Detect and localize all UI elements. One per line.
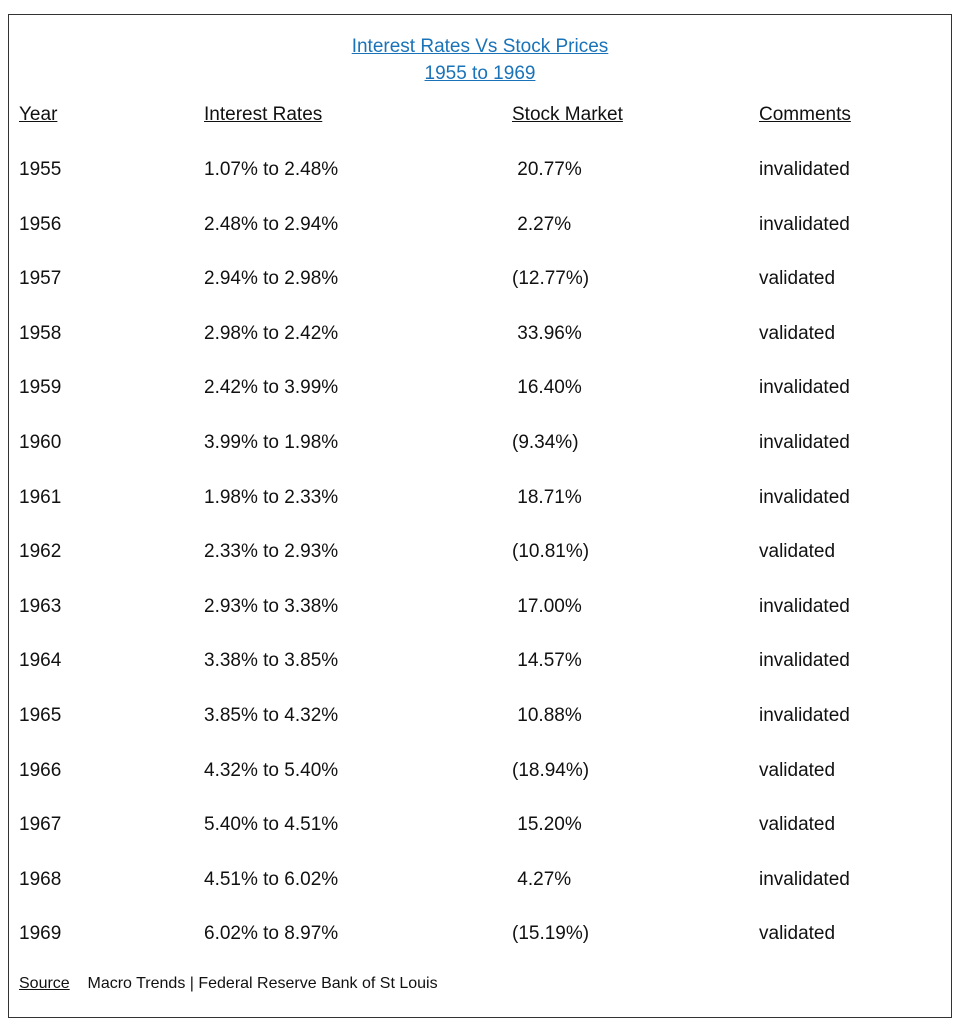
- stock-market-cell: (12.77%): [512, 268, 590, 290]
- interest-rate-cell: 4.32% to 5.40%: [204, 759, 339, 781]
- stock-market-cell: (9.34%): [512, 432, 579, 453]
- comment-cell: invalidated: [759, 595, 850, 617]
- stock-market-cell: 16.40%: [512, 377, 582, 399]
- stock-market-cell: 20.77%: [512, 159, 582, 180]
- comment-cell: validated: [759, 268, 836, 290]
- interest-rate-cell: 3.85% to 4.32%: [204, 705, 339, 726]
- header-stock-market: Stock Market: [512, 104, 623, 125]
- table-row: 1955 1.07% to 2.48% 20.77% invalidated: [9, 158, 951, 182]
- interest-rate-cell: 2.94% to 2.98%: [204, 268, 339, 290]
- table-row: 1957 2.94% to 2.98% (12.77%) validated: [9, 267, 951, 291]
- title-line-2: 1955 to 1969: [424, 63, 536, 84]
- header-interest-rates: Interest Rates: [204, 104, 323, 125]
- header-year: Year: [19, 104, 58, 125]
- comment-cell: validated: [759, 759, 836, 781]
- table-row: 1962 2.33% to 2.93% (10.81%) validated: [9, 540, 951, 564]
- comment-cell: invalidated: [759, 705, 850, 726]
- year-cell: 1969: [19, 923, 62, 945]
- stock-market-cell: 4.27%: [512, 868, 572, 890]
- source-label: Source: [19, 975, 70, 992]
- stock-market-cell: 15.20%: [512, 814, 582, 836]
- comment-cell: invalidated: [759, 650, 850, 672]
- comment-cell: invalidated: [759, 486, 850, 508]
- year-cell: 1960: [19, 432, 62, 453]
- table-row: 1969 6.02% to 8.97% (15.19%) validated: [9, 922, 951, 946]
- table-row: 1968 4.51% to 6.02% 4.27% invalidated: [9, 868, 951, 892]
- stock-market-cell: 10.88%: [512, 705, 582, 726]
- stock-market-cell: (10.81%): [512, 541, 590, 563]
- stock-market-cell: 14.57%: [512, 650, 582, 672]
- year-cell: 1965: [19, 705, 62, 726]
- comment-cell: validated: [759, 923, 836, 945]
- interest-rate-cell: 2.33% to 2.93%: [204, 541, 339, 563]
- interest-rate-cell: 2.93% to 3.38%: [204, 595, 339, 617]
- stock-market-cell: (18.94%): [512, 759, 590, 781]
- year-cell: 1963: [19, 595, 62, 617]
- table-row: 1965 3.85% to 4.32% 10.88% invalidated: [9, 704, 951, 728]
- source-text: Macro Trends | Federal Reserve Bank of S…: [87, 975, 438, 992]
- year-cell: 1957: [19, 268, 62, 290]
- comment-cell: invalidated: [759, 868, 850, 890]
- comment-cell: invalidated: [759, 377, 850, 399]
- stock-market-cell: (15.19%): [512, 923, 590, 945]
- year-cell: 1968: [19, 868, 62, 890]
- year-cell: 1961: [19, 486, 62, 508]
- table-row: 1967 5.40% to 4.51% 15.20% validated: [9, 813, 951, 837]
- interest-rate-cell: 6.02% to 8.97%: [204, 923, 339, 945]
- stock-market-cell: 18.71%: [512, 486, 582, 508]
- year-cell: 1962: [19, 541, 62, 563]
- stock-market-cell: 17.00%: [512, 595, 582, 617]
- comment-cell: validated: [759, 814, 836, 836]
- stock-market-cell: 2.27%: [512, 213, 572, 235]
- stock-market-cell: 33.96%: [512, 322, 582, 344]
- interest-rate-cell: 2.98% to 2.42%: [204, 322, 339, 344]
- interest-rate-cell: 2.48% to 2.94%: [204, 213, 339, 235]
- table-row: 1956 2.48% to 2.94% 2.27% invalidated: [9, 213, 951, 237]
- year-cell: 1967: [19, 814, 62, 836]
- table-row: 1963 2.93% to 3.38% 17.00% invalidated: [9, 595, 951, 619]
- interest-rate-cell: 3.99% to 1.98%: [204, 432, 339, 453]
- interest-rate-cell: 4.51% to 6.02%: [204, 868, 339, 890]
- comment-cell: validated: [759, 541, 836, 563]
- year-cell: 1956: [19, 213, 62, 235]
- title-line-1: Interest Rates Vs Stock Prices: [351, 36, 609, 57]
- interest-rate-cell: 3.38% to 3.85%: [204, 650, 339, 672]
- comment-cell: invalidated: [759, 432, 850, 453]
- interest-rate-cell: 2.42% to 3.99%: [204, 377, 339, 399]
- year-cell: 1955: [19, 159, 62, 180]
- table-row: 1958 2.98% to 2.42% 33.96% validated: [9, 322, 951, 346]
- table-row: 1966 4.32% to 5.40% (18.94%) validated: [9, 759, 951, 783]
- interest-rate-cell: 1.98% to 2.33%: [204, 486, 339, 508]
- year-cell: 1959: [19, 377, 62, 399]
- comment-cell: invalidated: [759, 159, 850, 180]
- interest-rate-cell: 5.40% to 4.51%: [204, 814, 339, 836]
- header-comments: Comments: [759, 104, 851, 125]
- table-row: 1960 3.99% to 1.98% (9.34%) invalidated: [9, 431, 951, 455]
- source-note: Source Macro Trends | Federal Reserve Ba…: [19, 973, 438, 995]
- comment-cell: invalidated: [759, 213, 850, 235]
- year-cell: 1966: [19, 759, 62, 781]
- year-cell: 1964: [19, 650, 62, 672]
- year-cell: 1958: [19, 322, 62, 344]
- document-frame: Interest Rates Vs Stock Prices 1955 to 1…: [8, 14, 952, 1018]
- interest-rate-cell: 1.07% to 2.48%: [204, 159, 339, 180]
- table-row: 1961 1.98% to 2.33% 18.71% invalidated: [9, 486, 951, 510]
- table-row: 1959 2.42% to 3.99% 16.40% invalidated: [9, 376, 951, 400]
- table-row: 1964 3.38% to 3.85% 14.57% invalidated: [9, 649, 951, 673]
- comment-cell: validated: [759, 322, 836, 344]
